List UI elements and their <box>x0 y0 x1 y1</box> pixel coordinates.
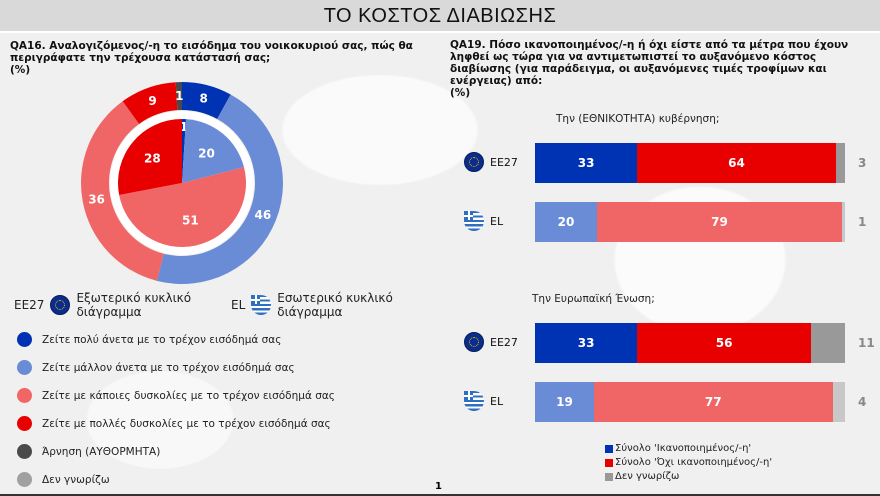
legend-ee27: EE27 Εξωτερικό κυκλικό διάγραμμα <box>14 291 196 319</box>
dont-know-value: 11 <box>858 336 875 350</box>
row-label: EE27 <box>458 152 518 172</box>
row-label: EE27 <box>458 332 518 352</box>
group-label: Την Ευρωπαϊκή Ένωση; <box>532 293 655 305</box>
ee27-outer-slice <box>80 101 164 281</box>
stacked-bar: 20 79 <box>535 202 845 242</box>
legend-item: Ζείτε μάλλον άνετα με το τρέχον εισόδημά… <box>17 360 295 375</box>
inner-ring-label: Εσωτερικό κυκλικό διάγραμμα <box>277 291 393 319</box>
ee27-outer-slice <box>156 94 283 284</box>
legend-dot-icon <box>17 332 32 347</box>
el-inner-value-label: 20 <box>198 146 215 160</box>
el-inner-value-label: 51 <box>182 213 199 227</box>
dont-know-value: 4 <box>858 395 867 409</box>
greek-flag-icon <box>251 295 272 315</box>
bar-segment <box>841 202 845 242</box>
bar-segment <box>835 143 845 183</box>
bar-segment: 19 <box>535 382 594 422</box>
el-inner-slice <box>182 119 244 183</box>
legend-item: Ζείτε με κάποιες δυσκολίες με το τρέχον … <box>17 388 335 403</box>
el-inner-value-label: 1 <box>180 120 188 134</box>
row-label: EL <box>458 391 503 411</box>
ee27-outer-value-label: 1 <box>175 89 183 103</box>
el-inner-slice <box>118 119 182 195</box>
legend-not-satisfied: Σύνολο 'Όχι ικανοποιημένος/-η' <box>605 457 772 468</box>
ee27-outer-slice <box>182 82 231 120</box>
legend-label: Άρνηση (ΑΥΘΟΡΜΗΤΑ) <box>42 445 161 458</box>
legend-item: Άρνηση (ΑΥΘΟΡΜΗΤΑ) <box>17 444 160 459</box>
page-title: ΤΟ ΚΟΣΤΟΣ ΔΙΑΒΙΩΣΗΣ <box>0 0 880 33</box>
legend-label: Ζείτε πολύ άνετα με το τρέχον εισόδημά σ… <box>42 333 282 346</box>
eu-flag-icon <box>50 295 71 315</box>
legend-item: Δεν γνωρίζω <box>17 472 110 487</box>
bar-segment: 64 <box>637 143 836 183</box>
qa16-question: QA16. Αναλογιζόμενος/-η το εισόδημα του … <box>10 40 413 76</box>
ee27-outer-value-label: 8 <box>199 92 207 106</box>
bar-segment: 79 <box>597 202 842 242</box>
qa19-question: QA19. Πόσο ικανοποιημένος/-η ή όχι είστε… <box>450 39 849 99</box>
country-label: EL <box>490 214 504 228</box>
bar-segment <box>810 323 845 363</box>
bar-segment: 20 <box>535 202 597 242</box>
country-label: EE27 <box>490 155 518 169</box>
legend-el: EL Εσωτερικό κυκλικό διάγραμμα <box>231 291 407 319</box>
legend-item: Ζείτε πολύ άνετα με το τρέχον εισόδημά σ… <box>17 332 281 347</box>
country-label: EL <box>490 394 504 408</box>
bar-segment: 77 <box>593 382 833 422</box>
row-label: EL <box>458 211 503 231</box>
ee27-outer-value-label: 36 <box>88 192 105 206</box>
greek-flag-icon <box>464 391 484 411</box>
legend-label: Ζείτε με κάποιες δυσκολίες με το τρέχον … <box>42 389 335 402</box>
legend-dot-icon <box>17 388 32 403</box>
divider <box>0 494 880 496</box>
page-number: 1 <box>435 481 442 492</box>
country-label: EE27 <box>490 335 518 349</box>
outer-ring-label: Εξωτερικό κυκλικό διάγραμμα <box>76 291 192 319</box>
ee27-outer-value-label: 46 <box>255 208 272 222</box>
ee27-outer-slice <box>122 82 178 124</box>
eu-flag-icon <box>464 152 484 172</box>
stacked-bar: 33 56 <box>535 323 845 363</box>
legend-dot-icon <box>17 416 32 431</box>
el-inner-slice <box>182 119 187 183</box>
bar-segment: 33 <box>535 323 638 363</box>
legend-label: Ζείτε μάλλον άνετα με το τρέχον εισόδημά… <box>42 361 295 374</box>
el-inner-value-label: 28 <box>144 152 161 166</box>
ee27-outer-value-label: 9 <box>148 94 156 108</box>
legend-dot-icon <box>17 472 32 487</box>
el-inner-slice <box>119 167 247 248</box>
bar-segment <box>832 382 845 422</box>
stacked-bar: 33 64 <box>535 143 845 183</box>
bar-segment: 56 <box>637 323 811 363</box>
dont-know-value: 1 <box>858 215 867 229</box>
ee27-outer-slice <box>175 82 182 111</box>
bar-segment: 33 <box>535 143 638 183</box>
group-label: Την (ΕΘΝΙΚΟΤΗΤΑ) κυβέρνηση; <box>556 113 720 125</box>
legend-dot-icon <box>17 360 32 375</box>
greek-flag-icon <box>464 211 484 231</box>
legend-satisfied: Σύνολο 'Ικανοποιημένος/-η' <box>605 443 751 454</box>
legend-dot-icon <box>17 444 32 459</box>
el-label: EL <box>231 298 246 312</box>
stacked-bar: 19 77 <box>535 382 845 422</box>
dont-know-value: 3 <box>858 156 867 170</box>
legend-label: Ζείτε με πολλές δυσκολίες με το τρέχον ε… <box>42 417 331 430</box>
eu-flag-icon <box>464 332 484 352</box>
legend-dont-know: Δεν γνωρίζω <box>605 471 679 482</box>
legend-label: Δεν γνωρίζω <box>42 473 110 486</box>
ee27-label: EE27 <box>14 298 45 312</box>
legend-item: Ζείτε με πολλές δυσκολίες με το τρέχον ε… <box>17 416 331 431</box>
